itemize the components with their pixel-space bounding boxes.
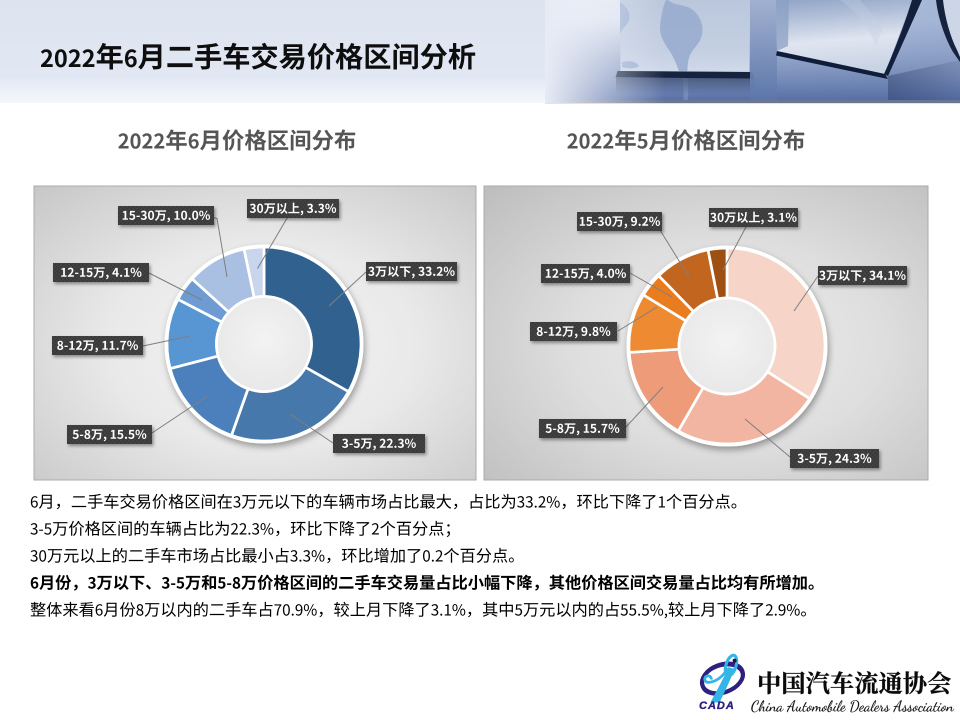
svg-text:CADA: CADA xyxy=(699,700,735,712)
